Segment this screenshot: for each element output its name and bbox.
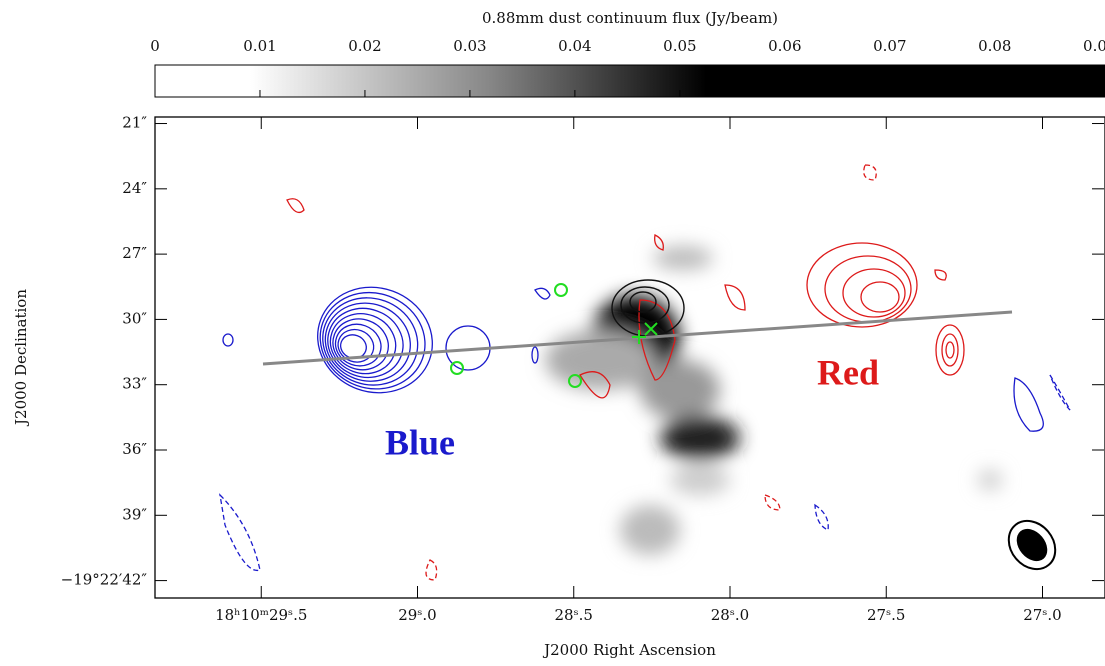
x-tick-label: 18ʰ10ᵐ29ˢ.5 [215,606,307,624]
contour [807,243,917,327]
y-tick-label: 33″ [122,375,147,393]
y-axis-label: J2000 Declination [12,289,30,427]
x-tick-label: 28ˢ.5 [555,606,593,624]
colorbar-title: 0.88mm dust continuum flux (Jy/beam) [482,9,778,27]
colorbar-tick-label: 0.05 [663,37,696,55]
annotation: Red [817,352,879,392]
image [220,165,1070,580]
contour [825,256,911,322]
y-tick-label: 39″ [122,505,147,523]
contour [843,269,905,317]
contour [861,282,899,312]
x-tick-label: 29ˢ.0 [398,606,436,624]
x-axis-label: J2000 Right Ascension [542,641,716,659]
y-tick-label: 24″ [122,179,147,197]
x-tick-label: 27ˢ.0 [1023,606,1061,624]
colorbar-tick-label: 0 [150,37,160,55]
y-tick-label: 21″ [122,114,147,132]
figure: 0.88mm dust continuum flux (Jy/beam) [0,0,1105,662]
y-tick-label: −19°22′42″ [61,571,148,589]
colorbar-tick-label: 0.04 [558,37,591,55]
colorbar-tick-label: 0.08 [978,37,1011,55]
x-tick-label: 28ˢ.0 [711,606,749,624]
dust-emission [545,246,1002,555]
colorbar-tick-label: 0.09 [1083,37,1105,55]
y-tick-label: 30″ [122,309,147,327]
x-tick-label: 27ˢ.5 [867,606,905,624]
colorbar-tick-label: 0.03 [453,37,486,55]
colorbar-tick-label: 0.07 [873,37,906,55]
colorbar-tick-label: 0.01 [243,37,276,55]
y-tick-label: 27″ [122,244,147,262]
colorbar-tick-label: 0.02 [348,37,381,55]
annotation: Blue [385,422,455,462]
colorbar-tick-label: 0.06 [768,37,801,55]
colorbar [155,65,1105,97]
y-tick-label: 36″ [122,440,147,458]
beam [999,512,1065,579]
